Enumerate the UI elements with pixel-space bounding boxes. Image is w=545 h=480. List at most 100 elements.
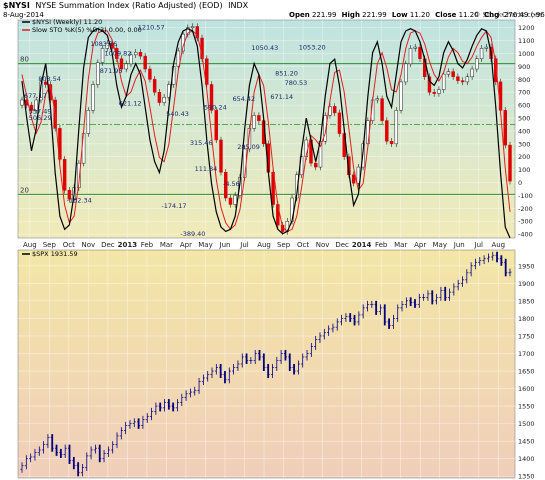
top-y-axis: 1200110010009008007006005004003002001000… — [518, 24, 535, 238]
candle — [20, 99, 24, 106]
price-annotation: 851.20 — [275, 70, 298, 78]
bottom-panel-background — [17, 249, 516, 479]
price-annotation: 808.54 — [38, 75, 61, 83]
y-tick-label: 1450 — [518, 438, 535, 446]
candle — [441, 73, 446, 90]
price-annotation: 1050.43 — [251, 44, 278, 52]
candle — [460, 80, 465, 83]
price-annotation: 111.84 — [195, 165, 218, 173]
price-annotation: 1210.57 — [138, 23, 165, 31]
x-tick-label: Oct — [63, 241, 75, 249]
watermark: © StockCharts.com — [473, 11, 542, 19]
candle — [224, 171, 228, 199]
y-tick-label: 1100 — [518, 37, 535, 45]
legend-label: $NYSI (Weekly) 11.20 — [32, 18, 102, 26]
candle — [29, 104, 34, 111]
candle — [195, 26, 200, 39]
candle — [385, 120, 389, 142]
y-tick-label: 1500 — [518, 420, 535, 428]
candle — [124, 63, 128, 70]
price-annotation: 557.49 — [29, 108, 52, 116]
candle — [162, 97, 166, 103]
y-tick-label: 1700 — [518, 350, 535, 358]
y-tick-label: 100 — [518, 166, 530, 174]
y-tick-label: 600 — [518, 102, 530, 110]
y-tick-label: 1200 — [518, 24, 535, 32]
bottom-legend: $SPX 1931.59 — [22, 250, 78, 258]
candle — [43, 81, 48, 85]
price-annotation: -389.40 — [180, 230, 205, 238]
x-tick-label: Nov — [316, 241, 330, 249]
candle — [143, 55, 147, 70]
x-tick-label: Sep — [43, 241, 57, 249]
candle — [503, 110, 507, 146]
price-annotation: 871.95 — [100, 67, 123, 75]
candle — [456, 76, 460, 81]
price-annotation: 671.14 — [270, 93, 293, 101]
sto-k-line — [21, 27, 511, 239]
candle — [138, 51, 143, 57]
candle — [404, 63, 408, 83]
candle — [394, 110, 399, 145]
y-tick-label: 900 — [518, 63, 530, 71]
chart-date: 8-Aug-2014 — [3, 11, 44, 19]
y-tick-label: 300 — [518, 140, 530, 148]
stochastic-bands: 80 20 — [18, 56, 515, 195]
candle — [34, 99, 38, 111]
candle — [432, 91, 436, 94]
candle — [418, 46, 422, 59]
x-tick-label: 2014 — [352, 241, 372, 249]
stochastic-lines — [21, 27, 511, 239]
price-annotation: 654.42 — [232, 95, 255, 103]
price-annotation: -4.56 — [223, 180, 240, 188]
candle — [437, 89, 441, 94]
candle — [389, 141, 394, 145]
x-tick-label: May — [198, 241, 212, 249]
x-tick-label: Jun — [453, 241, 465, 249]
candle — [157, 91, 162, 103]
candle — [105, 42, 110, 49]
symbol: $NYSI — [3, 1, 30, 10]
x-tick-label: Apr — [414, 241, 426, 249]
y-tick-label: -100 — [518, 192, 533, 200]
x-tick-label: Mar — [160, 241, 173, 249]
y-tick-label: 800 — [518, 76, 530, 84]
x-tick-label: Aug — [23, 241, 37, 249]
x-tick-label: Apr — [180, 241, 192, 249]
candle — [252, 115, 256, 129]
candle — [62, 159, 67, 191]
y-tick-label: -200 — [518, 205, 533, 213]
candle — [484, 46, 489, 49]
sto-level-label: 20 — [20, 186, 29, 194]
price-annotation: 590.24 — [204, 103, 227, 111]
spx-bars — [20, 251, 512, 477]
candle — [479, 48, 484, 59]
x-tick-label: Feb — [141, 241, 154, 249]
y-tick-label: 0 — [518, 179, 522, 187]
x-tick-label: May — [432, 241, 446, 249]
candle — [413, 46, 417, 49]
legend-label: $SPX 1931.59 — [32, 250, 78, 258]
y-tick-label: 400 — [518, 127, 530, 135]
candle — [119, 58, 124, 70]
y-tick-label: 700 — [518, 89, 530, 97]
candle — [233, 195, 237, 205]
svg-text:$NYSI NYSE Summation Ind: $NYSI NYSE Summation Index (Ratio Adjust… — [3, 1, 249, 10]
bottom-y-axis: 1950 1900 1850 1800 1750 1700 1650 1600 1550 1500… — [518, 262, 535, 480]
y-tick-label: -400 — [518, 231, 533, 239]
candle — [96, 62, 100, 85]
x-tick-label: Jul — [239, 241, 249, 249]
candle — [176, 50, 181, 67]
price-annotation: -174.17 — [161, 202, 186, 210]
y-tick-label: 500 — [518, 115, 530, 123]
candle — [465, 76, 470, 83]
candle — [451, 71, 455, 78]
x-tick-label: Mar — [394, 241, 407, 249]
candle — [323, 115, 327, 142]
candle — [129, 54, 133, 65]
price-annotation: 621.12 — [119, 99, 142, 107]
x-tick-label: Feb — [375, 241, 388, 249]
x-tick-label: Oct — [297, 241, 309, 249]
candle — [219, 139, 223, 173]
